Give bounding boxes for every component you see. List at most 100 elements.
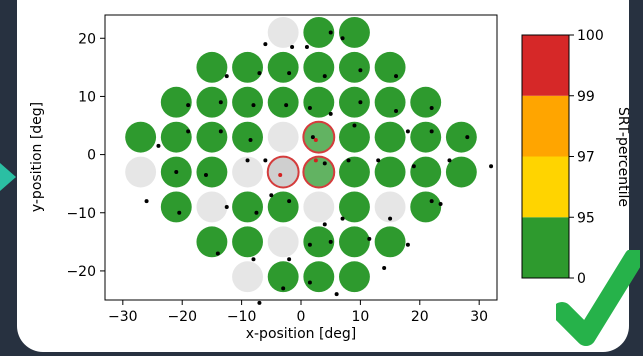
stimulus-point [410,121,442,153]
y-tick-label: −20 [66,264,96,280]
stimulus-point [267,261,299,293]
stimulus-point [410,156,442,188]
colorbar-tick-label: 95 [577,210,595,226]
colorbar-tick-label: 100 [577,28,604,44]
fixation-point [177,210,182,215]
fixation-point [287,199,292,204]
stimulus-point [303,191,335,223]
fixation-point [251,257,256,262]
fixation-point [340,36,345,41]
colorbar-band [522,156,569,218]
fixation-point [284,103,289,108]
fixation-point [307,242,312,247]
stimulus-point [339,191,370,223]
stimulus-point [160,191,192,223]
fixation-point [438,202,443,207]
x-axis: −30 −20 −10 0 10 20 30 [108,300,488,325]
triangle-right-icon [0,163,16,191]
fixation-point [263,42,268,47]
fixation-point [304,44,309,49]
x-tick-label: 10 [351,309,369,325]
stimulus-point [196,121,228,153]
stimulus-point [232,121,263,153]
stimulus-point [266,155,300,189]
stimulus-point [339,156,370,188]
stimulus-point [374,121,406,153]
stimulus-point [410,86,442,118]
y-tick-label: 20 [78,31,96,47]
red-point [278,172,283,177]
stimulus-point [267,86,299,118]
fixation-point [281,286,286,291]
fixation-point [334,292,339,297]
colorbar-tick-label: 97 [577,150,595,166]
fixation-point [367,236,372,241]
stimulus-point [160,121,192,153]
stimulus-point [339,121,370,153]
stimulus-point [374,156,406,188]
fixation-point [382,266,387,271]
stimulus-point [196,191,228,223]
fixation-point [224,74,229,79]
stimulus-point [374,226,406,258]
colorbar-band [522,95,569,157]
stimulus-point [374,191,406,223]
y-tick-label: 10 [78,89,96,105]
fixation-point [328,239,333,244]
stimulus-point [267,191,299,223]
fixation-point [269,193,274,198]
fixation-point [322,74,327,79]
stimulus-point [445,121,477,153]
fixation-point [186,129,191,134]
x-tick-label: 0 [297,309,306,325]
fixation-point [358,68,363,73]
stimulus-point [445,156,477,188]
colorbar-tick-label: 99 [577,89,595,105]
colorbar-label: SRT-percentile [615,107,629,207]
stimulus-point [339,226,370,258]
fixation-point [429,129,434,134]
stimulus-point [339,17,370,48]
stimulus-point [339,51,370,83]
stimulus-point [232,191,263,223]
fixation-point [489,164,494,169]
stimulus-point [125,121,157,153]
fixation-point [340,216,345,221]
stimulus-point [302,155,336,189]
fixation-point [394,74,399,79]
fixation-point [447,158,452,163]
x-tick-label: 30 [470,309,488,325]
stimulus-point [160,86,192,118]
fixation-point [218,100,223,105]
fixation-point [245,158,250,163]
colorbar-band [522,35,569,96]
stimulus-point [339,86,370,118]
red-point [313,138,318,143]
stimulus-point [302,120,336,154]
colorbar: 0 95 97 99 100 [521,28,604,287]
stimulus-point [267,17,299,48]
plot-area [104,14,498,301]
stimulus-point [232,86,263,118]
stimulus-point [232,51,263,83]
fixation-point [224,204,229,209]
fixation-point [215,251,220,256]
stimulus-point [267,226,299,258]
stimulus-point [339,261,370,293]
y-tick-label: 0 [87,148,96,164]
colorbar-tick-label: 0 [577,271,586,287]
fixation-point [394,108,399,113]
y-axis-label: y-position [deg] [29,102,45,212]
stimulus-point [303,86,335,118]
stimulus-point [232,226,263,258]
fixation-point [186,103,191,108]
fixation-point [218,129,223,134]
fixation-point [405,129,410,134]
stimulus-point [232,261,263,293]
x-tick-label: −30 [108,309,138,325]
fixation-point [307,280,312,285]
x-axis-label: x-position [deg] [246,326,357,342]
fixation-point [411,164,416,169]
fixation-point [328,30,333,35]
fixation-point [251,103,256,108]
